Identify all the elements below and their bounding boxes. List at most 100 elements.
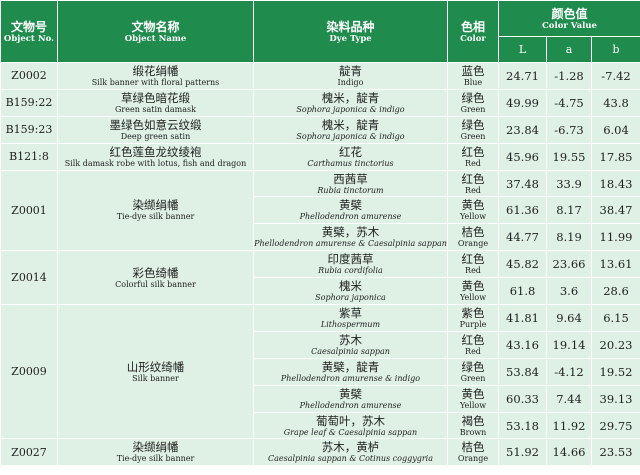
color-value-l: 41.81 — [498, 304, 547, 332]
color-value-a: -4.12 — [546, 357, 592, 386]
dye-type-zh: 苏木 — [339, 332, 362, 347]
hue-zh: 黄色 — [461, 198, 485, 213]
hue-en: Orange — [457, 454, 489, 464]
dye-type-zh: 槐米 — [339, 279, 362, 294]
dye-type-en: Sophora japonica & indigo — [296, 104, 405, 114]
color-value-a: 19.55 — [546, 142, 592, 171]
hue-en: Red — [465, 346, 481, 356]
color-value-l: 53.84 — [498, 357, 547, 386]
color-value-b: 23.53 — [591, 438, 640, 467]
table-row: 黄檗，靛青 Phellodendron amurense & indigo 绿色 Gr… — [1, 357, 640, 386]
object-name-cell: 缎花绢幡 Silk banner with floral patterns — [57, 62, 254, 90]
object-name-cell: 草绿色暗花缎 Green satin damask — [57, 88, 254, 117]
dye-type-cell: 紫草 Lithospermum — [253, 304, 448, 332]
dye-type-zh: 葡萄叶，苏木 — [316, 413, 385, 428]
object-name-en: Deep green satin — [120, 131, 191, 141]
dye-type-en: Phellodendron amurense & indigo — [280, 373, 421, 383]
table-header: 文物号 Object No. 文物名称 Object Name 染料品种 Dye… — [0, 0, 640, 63]
table-row: Z0014 彩色绮幡 Colorful silk banner 印度茜草 Rubia c… — [0, 250, 640, 306]
hue-en: Red — [465, 266, 481, 276]
dye-type-en: Caesalpinia sappan — [311, 346, 390, 356]
color-value-a: -4.75 — [546, 88, 592, 117]
object-no-cell: Z0027 — [0, 438, 58, 467]
hue-cell: 绿色 Green — [447, 357, 499, 386]
color-value-l: 61.8 — [498, 277, 547, 306]
hue-en: Yellow — [459, 293, 487, 303]
hue-cell: 黄色 Yellow — [447, 384, 499, 413]
hue-en: Purple — [459, 319, 487, 329]
color-value-a: 14.66 — [546, 438, 592, 467]
color-value-l: 51.92 — [498, 438, 547, 467]
header-object-no: 文物号 Object No. — [0, 0, 58, 63]
table-row: Z0002 缎花绢幡 Silk banner with floral pattern… — [0, 62, 640, 90]
dye-type-zh: 黄檗 — [339, 198, 362, 213]
hue-cell: 蓝色 Blue — [447, 62, 499, 90]
dye-type-zh: 红花 — [339, 144, 362, 159]
color-value-b: 43.8 — [591, 88, 640, 117]
dye-type-cell: 黄檗 Phellodendron amurense — [253, 196, 448, 225]
hue-zh: 桔色 — [461, 225, 485, 240]
color-value-b: 6.04 — [591, 115, 640, 144]
object-name-zh: 染缬绢幡 — [132, 198, 179, 213]
hue-cell: 红色 Red — [447, 250, 499, 279]
color-value-a: 23.66 — [546, 250, 592, 279]
object-no-cell: Z0001 — [0, 169, 58, 252]
object-name-en: Silk banner with floral patterns — [91, 77, 220, 87]
header-a: a — [546, 36, 592, 63]
dye-type-en: Grape leaf & Caesalpinia sappan — [283, 427, 418, 437]
hue-zh: 红色 — [461, 144, 485, 159]
hue-en: Orange — [457, 239, 489, 249]
color-value-b: 11.99 — [591, 223, 640, 252]
table-row: 苏木 Caesalpinia sappan 红色 Red 43.16 19.14 20.23 — [1, 330, 640, 359]
hue-cell: 黄色 Yellow — [447, 196, 499, 225]
table-row: Z0027 染缬绢幡 Tie-dye silk banner 苏木，黄栌 Caesalp… — [0, 438, 640, 467]
object-name-zh: 红色莲鱼龙纹绫袍 — [109, 144, 202, 159]
color-value-l: 53.18 — [498, 411, 547, 440]
dye-type-cell: 葡萄叶，苏木 Grape leaf & Caesalpinia sappan — [253, 411, 448, 440]
object-no-cell: B159:22 — [0, 88, 58, 117]
header-color: 色相 Color — [447, 0, 499, 63]
object-name-en: Colorful silk banner — [115, 279, 196, 289]
object-name-zh: 彩色绮幡 — [132, 265, 179, 280]
color-value-a: -1.28 — [546, 62, 592, 90]
object-no-cell: B121:8 — [0, 142, 58, 171]
dye-type-zh: 黄檗，靛青 — [321, 359, 380, 374]
object-name-en: Tie-dye silk banner — [116, 454, 195, 464]
hue-zh: 红色 — [461, 171, 485, 186]
dye-type-cell: 苏木 Caesalpinia sappan — [253, 330, 448, 359]
dye-type-en: Sophora japonica — [315, 293, 386, 303]
table-row: B121:8 红色莲鱼龙纹绫袍 Silk damask robe with lotu… — [0, 142, 640, 171]
hue-en: Yellow — [459, 212, 487, 222]
dye-type-en: Carthamus tinctorius — [307, 158, 394, 168]
color-value-b: 28.6 — [591, 277, 640, 306]
color-value-a: 7.44 — [546, 384, 592, 413]
dye-type-cell: 槐米 Sophora japonica — [253, 277, 448, 306]
object-name-cell: 墨绿色如意云纹缎 Deep green satin — [57, 115, 254, 144]
dye-type-cell: 西茜草 Rubia tinctorum — [253, 169, 448, 198]
dye-type-en: Lithospermum — [320, 319, 381, 329]
dye-type-en: Phellodendron amurense — [299, 400, 402, 410]
hue-zh: 黄色 — [461, 386, 485, 401]
color-value-b: -7.42 — [591, 62, 640, 90]
object-name-en: Tie-dye silk banner — [116, 212, 195, 222]
color-value-b: 13.61 — [591, 250, 640, 279]
hue-zh: 桔色 — [461, 440, 485, 455]
object-no-cell: B159:23 — [0, 115, 58, 144]
dye-type-cell: 红花 Carthamus tinctorius — [253, 142, 448, 171]
object-name-cell: 山形纹绮幡 Silk banner — [57, 304, 254, 440]
dye-type-en: Rubia cordifolia — [318, 266, 383, 276]
color-value-b: 20.23 — [591, 330, 640, 359]
table-row: 黄檗，苏木 Phellodendron amurense & Caesalpini… — [1, 223, 640, 252]
dye-type-cell: 槐米，靛青 Sophora japonica & indigo — [253, 115, 448, 144]
color-value-b: 18.43 — [591, 169, 640, 198]
color-value-a: -6.73 — [546, 115, 592, 144]
color-value-a: 3.6 — [546, 277, 592, 306]
object-name-zh: 墨绿色如意云纹缎 — [109, 117, 202, 132]
dye-type-cell: 黄檗 Phellodendron amurense — [253, 384, 448, 413]
dye-type-en: Caesalpinia sappan & Cotinus coggygria — [267, 454, 433, 464]
hue-en: Green — [460, 131, 486, 141]
table-row: 槐米 Sophora japonica 黄色 Yellow 61.8 3.6 28.6 — [1, 277, 640, 306]
dye-type-zh: 黄檗 — [339, 386, 362, 401]
table-row: Z0009 山形纹绮幡 Silk banner 紫草 Lithospermum 紫色 Pur… — [0, 304, 640, 440]
